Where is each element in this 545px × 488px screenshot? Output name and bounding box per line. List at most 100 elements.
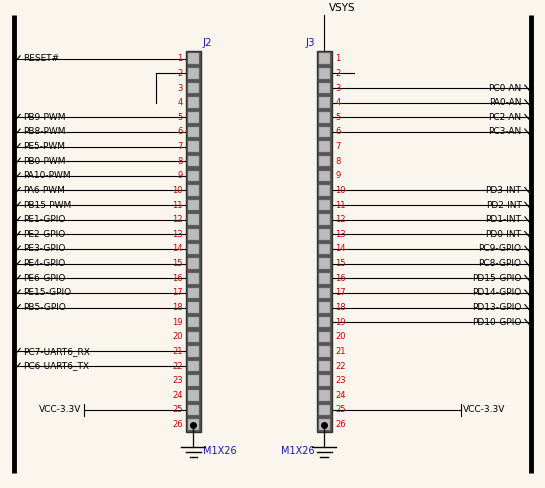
Bar xyxy=(188,419,199,430)
Text: 19: 19 xyxy=(335,318,346,326)
Text: 5: 5 xyxy=(335,113,341,122)
Text: PE4-GPIO: PE4-GPIO xyxy=(23,259,66,268)
Text: 24: 24 xyxy=(172,391,183,400)
Text: 13: 13 xyxy=(172,230,183,239)
Text: PE1-GPIO: PE1-GPIO xyxy=(23,215,66,224)
Text: PA10-PWM: PA10-PWM xyxy=(23,171,71,181)
Bar xyxy=(188,68,199,79)
Text: 6: 6 xyxy=(177,127,183,137)
Bar xyxy=(319,419,330,430)
Text: 10: 10 xyxy=(335,186,346,195)
Text: 23: 23 xyxy=(335,376,346,385)
Text: PB5-GPIO: PB5-GPIO xyxy=(23,303,66,312)
Text: 26: 26 xyxy=(335,420,346,429)
Bar xyxy=(188,331,199,342)
Bar xyxy=(319,171,330,181)
Bar xyxy=(319,273,330,284)
Bar xyxy=(319,156,330,166)
Bar xyxy=(188,127,199,137)
Text: PC8-GPIO: PC8-GPIO xyxy=(479,259,522,268)
Text: PC0-AN: PC0-AN xyxy=(488,83,522,93)
Text: 2: 2 xyxy=(177,69,183,78)
Text: 11: 11 xyxy=(172,201,183,209)
Text: 25: 25 xyxy=(335,406,346,414)
Bar xyxy=(188,317,199,327)
Text: M1X26: M1X26 xyxy=(281,446,315,456)
Bar xyxy=(319,54,330,64)
Bar xyxy=(186,51,201,432)
Text: 22: 22 xyxy=(335,362,346,370)
Text: 13: 13 xyxy=(335,230,346,239)
Text: PD0-INT: PD0-INT xyxy=(486,230,522,239)
Bar xyxy=(188,273,199,284)
Bar xyxy=(188,214,199,225)
Bar xyxy=(188,156,199,166)
Bar xyxy=(188,346,199,357)
Text: 16: 16 xyxy=(335,274,346,283)
Text: 6: 6 xyxy=(335,127,341,137)
Text: 7: 7 xyxy=(335,142,341,151)
Text: 12: 12 xyxy=(335,215,346,224)
Text: 26: 26 xyxy=(172,420,183,429)
Bar xyxy=(319,287,330,298)
Bar xyxy=(188,258,199,269)
Bar xyxy=(319,361,330,371)
Text: 8: 8 xyxy=(335,157,341,166)
Text: 24: 24 xyxy=(335,391,346,400)
Text: PB9-PWM: PB9-PWM xyxy=(23,113,66,122)
Text: 7: 7 xyxy=(177,142,183,151)
Text: PD3-INT: PD3-INT xyxy=(486,186,522,195)
Text: 11: 11 xyxy=(335,201,346,209)
Text: 4: 4 xyxy=(335,98,341,107)
Bar xyxy=(317,51,332,432)
Text: 9: 9 xyxy=(335,171,341,181)
Bar xyxy=(319,258,330,269)
Bar xyxy=(319,214,330,225)
Text: 17: 17 xyxy=(335,288,346,297)
Text: PB15-PWM: PB15-PWM xyxy=(23,201,72,209)
Text: PD2-INT: PD2-INT xyxy=(486,201,522,209)
Bar xyxy=(188,375,199,386)
Text: 10: 10 xyxy=(172,186,183,195)
Text: 3: 3 xyxy=(335,83,341,93)
Text: PB0-PWM: PB0-PWM xyxy=(23,157,66,166)
Bar xyxy=(319,83,330,93)
Bar xyxy=(319,142,330,152)
Text: PC7-UART6_RX: PC7-UART6_RX xyxy=(23,347,90,356)
Text: PC2-AN: PC2-AN xyxy=(488,113,522,122)
Bar xyxy=(188,142,199,152)
Bar xyxy=(188,405,199,415)
Text: 4: 4 xyxy=(177,98,183,107)
Bar xyxy=(319,112,330,122)
Bar xyxy=(188,244,199,254)
Text: 15: 15 xyxy=(335,259,346,268)
Text: 25: 25 xyxy=(172,406,183,414)
Text: 20: 20 xyxy=(335,332,346,341)
Text: 18: 18 xyxy=(335,303,346,312)
Text: 1: 1 xyxy=(177,54,183,63)
Text: 21: 21 xyxy=(335,347,346,356)
Text: RESET#: RESET# xyxy=(23,54,59,63)
Text: M1X26: M1X26 xyxy=(203,446,237,456)
Text: 23: 23 xyxy=(172,376,183,385)
Text: PE15-GPIO: PE15-GPIO xyxy=(23,288,71,297)
Bar xyxy=(319,405,330,415)
Text: 15: 15 xyxy=(172,259,183,268)
Text: PD1-INT: PD1-INT xyxy=(486,215,522,224)
Text: 12: 12 xyxy=(172,215,183,224)
Bar xyxy=(319,302,330,313)
Bar xyxy=(188,54,199,64)
Bar xyxy=(188,112,199,122)
Text: 8: 8 xyxy=(177,157,183,166)
Text: 19: 19 xyxy=(172,318,183,326)
Text: 17: 17 xyxy=(172,288,183,297)
Text: PC9-GPIO: PC9-GPIO xyxy=(479,244,522,253)
Bar xyxy=(319,98,330,108)
Bar xyxy=(188,200,199,210)
Text: J3: J3 xyxy=(305,38,315,47)
Text: 22: 22 xyxy=(172,362,183,370)
Text: PE2-GPIO: PE2-GPIO xyxy=(23,230,66,239)
Text: VSYS: VSYS xyxy=(329,3,355,13)
Text: PD14-GPIO: PD14-GPIO xyxy=(473,288,522,297)
Text: PE3-GPIO: PE3-GPIO xyxy=(23,244,66,253)
